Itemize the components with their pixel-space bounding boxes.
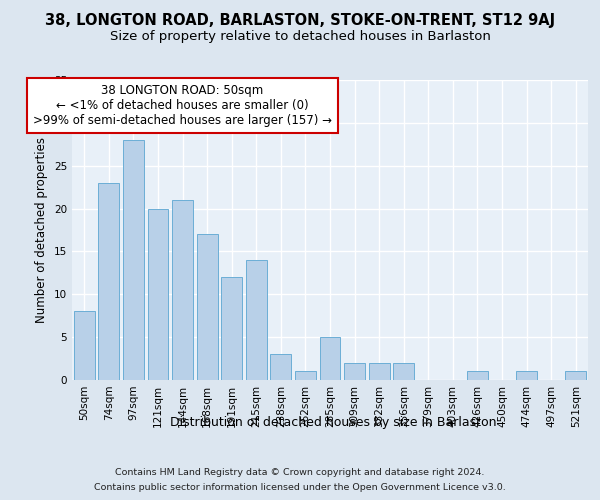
Text: Size of property relative to detached houses in Barlaston: Size of property relative to detached ho…	[110, 30, 490, 43]
Bar	[344, 363, 365, 380]
Text: 38 LONGTON ROAD: 50sqm
← <1% of detached houses are smaller (0)
>99% of semi-det: 38 LONGTON ROAD: 50sqm ← <1% of detached…	[33, 84, 332, 128]
Text: Contains public sector information licensed under the Open Government Licence v3: Contains public sector information licen…	[94, 483, 506, 492]
Bar	[368, 363, 389, 380]
Text: Contains HM Land Registry data © Crown copyright and database right 2024.: Contains HM Land Registry data © Crown c…	[115, 468, 485, 477]
Bar	[271, 354, 292, 380]
Bar	[172, 200, 193, 380]
Bar	[98, 183, 119, 380]
Bar	[148, 208, 169, 380]
Bar	[467, 372, 488, 380]
Y-axis label: Number of detached properties: Number of detached properties	[35, 137, 49, 323]
Bar	[320, 337, 340, 380]
Bar	[295, 372, 316, 380]
Bar	[197, 234, 218, 380]
Text: 38, LONGTON ROAD, BARLASTON, STOKE-ON-TRENT, ST12 9AJ: 38, LONGTON ROAD, BARLASTON, STOKE-ON-TR…	[45, 12, 555, 28]
Bar	[123, 140, 144, 380]
Text: Distribution of detached houses by size in Barlaston: Distribution of detached houses by size …	[170, 416, 496, 429]
Bar	[74, 312, 95, 380]
Bar	[246, 260, 267, 380]
Bar	[393, 363, 414, 380]
Bar	[516, 372, 537, 380]
Bar	[221, 277, 242, 380]
Bar	[565, 372, 586, 380]
